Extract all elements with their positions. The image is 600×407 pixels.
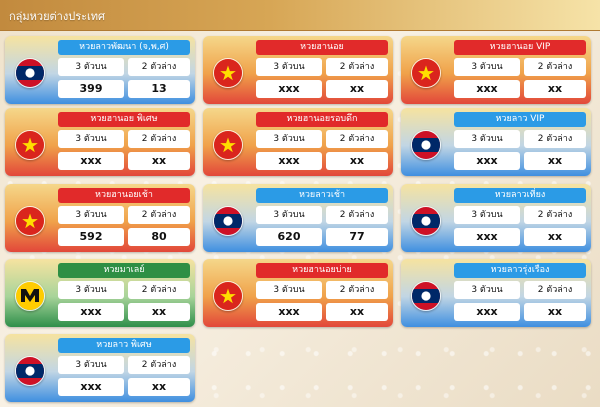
label-two-bottom: 2 ตัวล่าง	[128, 206, 190, 224]
result-two-bottom: xx	[128, 303, 190, 321]
result-three-top: xxx	[454, 303, 520, 321]
result-two-bottom: xx	[524, 228, 586, 246]
label-two-bottom: 2 ตัวล่าง	[524, 130, 586, 148]
lottery-card[interactable]: หวยฮานอยบ่าย 3 ตัวบน 2 ตัวล่าง xxx xx	[203, 259, 393, 327]
result-two-bottom: xx	[524, 303, 586, 321]
lottery-card[interactable]: หวยลาวรุ่งเรือง 3 ตัวบน 2 ตัวล่าง xxx xx	[401, 259, 591, 327]
lottery-card[interactable]: หวยลาวเช้า 3 ตัวบน 2 ตัวล่าง 620 77	[203, 184, 393, 252]
label-three-top: 3 ตัวบน	[256, 58, 322, 76]
lottery-name: หวยฮานอย	[256, 40, 388, 55]
result-three-top: xxx	[454, 152, 520, 170]
label-three-top: 3 ตัวบน	[58, 206, 124, 224]
lottery-name: หวยฮานอยรอบดึก	[256, 112, 388, 127]
label-three-top: 3 ตัวบน	[454, 130, 520, 148]
label-three-top: 3 ตัวบน	[256, 206, 322, 224]
lottery-name: หวยฮานอยเช้า	[58, 188, 190, 203]
result-three-top: 620	[256, 228, 322, 246]
result-three-top: 592	[58, 228, 124, 246]
label-three-top: 3 ตัวบน	[454, 281, 520, 299]
lottery-card[interactable]: หวยลาวพัฒนา (จ,พ,ศ) 3 ตัวบน 2 ตัวล่าง 399 13	[5, 36, 195, 104]
result-two-bottom: xx	[524, 152, 586, 170]
section-header: กลุ่มหวยต่างประเทศ	[0, 0, 600, 31]
section-title: กลุ่มหวยต่างประเทศ	[9, 10, 106, 23]
result-two-bottom: xx	[128, 152, 190, 170]
laos-flag-icon	[411, 281, 441, 311]
result-three-top: xxx	[256, 303, 322, 321]
label-two-bottom: 2 ตัวล่าง	[326, 58, 388, 76]
result-three-top: xxx	[454, 80, 520, 98]
lottery-name: หวยลาว VIP	[454, 112, 586, 127]
result-three-top: xxx	[454, 228, 520, 246]
vietnam-flag-icon	[213, 281, 243, 311]
vietnam-flag-icon	[15, 206, 45, 236]
result-two-bottom: 13	[128, 80, 190, 98]
label-two-bottom: 2 ตัวล่าง	[128, 281, 190, 299]
lottery-name: หวยฮานอย พิเศษ	[58, 112, 190, 127]
label-two-bottom: 2 ตัวล่าง	[524, 281, 586, 299]
lottery-name: หวยฮานอย VIP	[454, 40, 586, 55]
lottery-card[interactable]: หวยฮานอยรอบดึก 3 ตัวบน 2 ตัวล่าง xxx xx	[203, 108, 393, 176]
label-three-top: 3 ตัวบน	[256, 281, 322, 299]
result-two-bottom: xx	[326, 303, 388, 321]
lottery-name: หวยฮานอยบ่าย	[256, 263, 388, 278]
result-three-top: 399	[58, 80, 124, 98]
laos-flag-icon	[411, 206, 441, 236]
vietnam-flag-icon	[411, 58, 441, 88]
label-three-top: 3 ตัวบน	[454, 206, 520, 224]
result-three-top: xxx	[256, 80, 322, 98]
label-three-top: 3 ตัวบน	[256, 130, 322, 148]
lottery-card[interactable]: หวยฮานอย 3 ตัวบน 2 ตัวล่าง xxx xx	[203, 36, 393, 104]
vietnam-flag-icon	[213, 130, 243, 160]
lottery-name: หวยลาว พิเศษ	[58, 338, 190, 353]
vietnam-flag-icon	[213, 58, 243, 88]
lottery-card[interactable]: หวยลาวเที่ยง 3 ตัวบน 2 ตัวล่าง xxx xx	[401, 184, 591, 252]
lottery-card[interactable]: หวยลาว VIP 3 ตัวบน 2 ตัวล่าง xxx xx	[401, 108, 591, 176]
result-three-top: xxx	[256, 152, 322, 170]
laos-flag-icon	[15, 58, 45, 88]
lottery-card[interactable]: หวยมาเลย์ 3 ตัวบน 2 ตัวล่าง xxx xx	[5, 259, 195, 327]
magnum-logo-icon	[15, 281, 45, 311]
result-two-bottom: xx	[128, 378, 190, 396]
lottery-card[interactable]: หวยลาว พิเศษ 3 ตัวบน 2 ตัวล่าง xxx xx	[5, 334, 195, 402]
label-two-bottom: 2 ตัวล่าง	[326, 206, 388, 224]
label-two-bottom: 2 ตัวล่าง	[524, 206, 586, 224]
result-two-bottom: xx	[326, 152, 388, 170]
lottery-card[interactable]: หวยฮานอยเช้า 3 ตัวบน 2 ตัวล่าง 592 80	[5, 184, 195, 252]
label-two-bottom: 2 ตัวล่าง	[128, 58, 190, 76]
label-two-bottom: 2 ตัวล่าง	[326, 130, 388, 148]
label-two-bottom: 2 ตัวล่าง	[326, 281, 388, 299]
label-two-bottom: 2 ตัวล่าง	[524, 58, 586, 76]
result-two-bottom: xx	[326, 80, 388, 98]
lottery-name: หวยลาวรุ่งเรือง	[454, 263, 586, 278]
label-three-top: 3 ตัวบน	[58, 58, 124, 76]
vietnam-flag-icon	[15, 130, 45, 160]
result-two-bottom: 80	[128, 228, 190, 246]
lottery-card[interactable]: หวยฮานอย VIP 3 ตัวบน 2 ตัวล่าง xxx xx	[401, 36, 591, 104]
lottery-name: หวยลาวเช้า	[256, 188, 388, 203]
label-three-top: 3 ตัวบน	[58, 130, 124, 148]
label-three-top: 3 ตัวบน	[454, 58, 520, 76]
result-two-bottom: xx	[524, 80, 586, 98]
laos-flag-icon	[15, 356, 45, 386]
label-three-top: 3 ตัวบน	[58, 356, 124, 374]
result-two-bottom: 77	[326, 228, 388, 246]
result-three-top: xxx	[58, 152, 124, 170]
laos-flag-icon	[213, 206, 243, 236]
label-three-top: 3 ตัวบน	[58, 281, 124, 299]
label-two-bottom: 2 ตัวล่าง	[128, 130, 190, 148]
lottery-name: หวยมาเลย์	[58, 263, 190, 278]
lottery-card[interactable]: หวยฮานอย พิเศษ 3 ตัวบน 2 ตัวล่าง xxx xx	[5, 108, 195, 176]
laos-flag-icon	[411, 130, 441, 160]
label-two-bottom: 2 ตัวล่าง	[128, 356, 190, 374]
lottery-name: หวยลาวเที่ยง	[454, 188, 586, 203]
lottery-name: หวยลาวพัฒนา (จ,พ,ศ)	[58, 40, 190, 55]
result-three-top: xxx	[58, 378, 124, 396]
result-three-top: xxx	[58, 303, 124, 321]
